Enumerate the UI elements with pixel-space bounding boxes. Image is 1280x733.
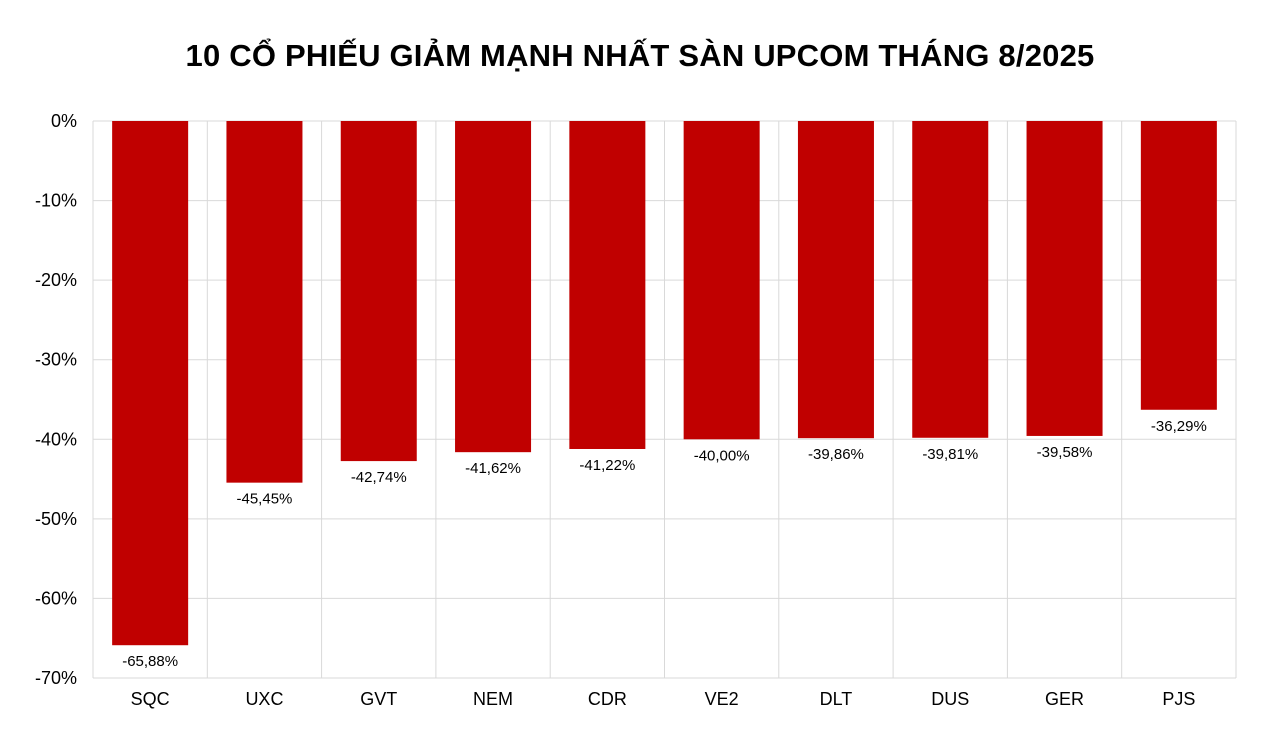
x-tick-label: UXC xyxy=(245,689,283,709)
y-tick-label: -50% xyxy=(35,509,77,529)
bar-pjs xyxy=(1140,121,1217,410)
x-tick-label: DLT xyxy=(820,689,853,709)
bar-ger xyxy=(1026,121,1103,436)
y-tick-label: -70% xyxy=(35,668,77,688)
bar-ve2 xyxy=(683,121,760,440)
data-label: -36,29% xyxy=(1151,418,1207,435)
y-tick-label: -20% xyxy=(35,270,77,290)
bar-dus xyxy=(912,121,989,438)
x-axis: SQC UXC GVT NEM CDR VE2 DLT DUS GER PJS xyxy=(131,689,1196,709)
y-tick-label: -60% xyxy=(35,588,77,608)
x-tick-label: GER xyxy=(1045,689,1084,709)
data-label: -41,22% xyxy=(579,457,635,474)
chart-title: 10 CỔ PHIẾU GIẢM MẠNH NHẤT SÀN UPCOM THÁ… xyxy=(185,38,1095,73)
x-tick-label: GVT xyxy=(360,689,397,709)
x-tick-label: DUS xyxy=(931,689,969,709)
data-label: -42,74% xyxy=(351,469,407,486)
y-tick-label: -40% xyxy=(35,429,77,449)
bar-dlt xyxy=(797,121,874,439)
data-label: -45,45% xyxy=(237,491,293,508)
x-tick-label: SQC xyxy=(131,689,170,709)
data-label: -65,88% xyxy=(122,653,178,670)
y-tick-label: 0% xyxy=(51,111,77,131)
data-label: -39,81% xyxy=(922,446,978,463)
y-tick-label: -10% xyxy=(35,191,77,211)
bar-nem xyxy=(455,121,532,453)
bar-uxc xyxy=(226,121,303,483)
data-label: -39,58% xyxy=(1037,444,1093,461)
x-tick-label: VE2 xyxy=(705,689,739,709)
data-labels: -65,88% -45,45% -42,74% -41,62% -41,22% -40,0… xyxy=(122,418,1207,670)
bar-gvt xyxy=(340,121,417,462)
data-label: -39,86% xyxy=(808,446,864,463)
x-tick-label: NEM xyxy=(473,689,513,709)
bar-sqc xyxy=(112,121,189,646)
data-label: -41,62% xyxy=(465,460,521,477)
x-tick-label: CDR xyxy=(588,689,627,709)
y-axis: 0% -10% -20% -30% -40% -50% -60% -70% xyxy=(35,111,77,688)
y-tick-label: -30% xyxy=(35,350,77,370)
data-label: -40,00% xyxy=(694,447,750,464)
bar-cdr xyxy=(569,121,646,449)
bars xyxy=(112,121,1217,646)
x-tick-label: PJS xyxy=(1162,689,1195,709)
